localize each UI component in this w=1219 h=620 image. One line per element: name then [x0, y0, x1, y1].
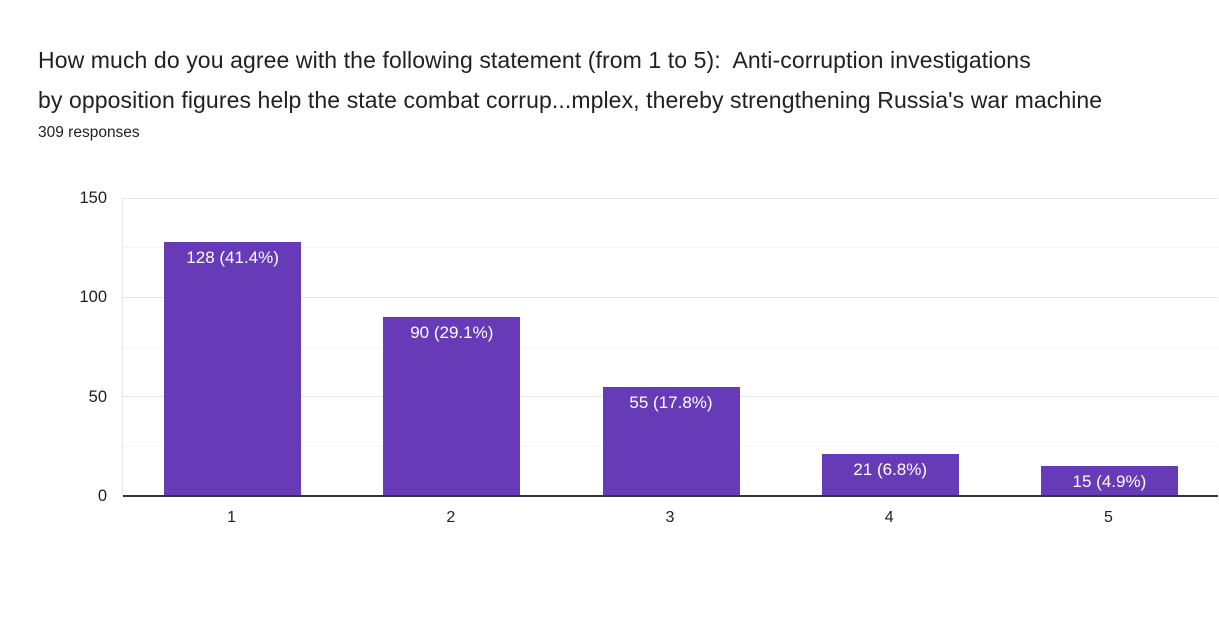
bar-value-label: 21 (6.8%) — [853, 460, 928, 480]
question-header: How much do you agree with the following… — [38, 40, 1189, 143]
bar-category-2: 90 (29.1%) — [383, 317, 521, 496]
x-tick-label: 1 — [227, 509, 237, 526]
bar-category-1: 128 (41.4%) — [164, 241, 302, 496]
plot-area: 128 (41.4%) 90 (29.1%) 55 (17.8%) 21 (6.8%)… — [122, 197, 1218, 497]
y-tick-label: 150 — [79, 189, 107, 207]
bar-category-4: 21 (6.8%) — [821, 454, 959, 496]
x-tick-label: 4 — [884, 509, 894, 526]
gridline-major — [123, 296, 1218, 298]
bar-value-label: 128 (41.4%) — [186, 247, 279, 267]
responses-count: 309 responses — [38, 124, 140, 141]
bar-category-3: 55 (17.8%) — [602, 386, 740, 496]
y-tick-label: 50 — [88, 387, 107, 406]
gridline-minor — [123, 346, 1218, 348]
x-tick-label: 5 — [1103, 509, 1113, 526]
x-tick-label: 2 — [446, 509, 456, 526]
bar-value-label: 90 (29.1%) — [410, 323, 494, 343]
gridline-minor — [123, 247, 1218, 249]
bar-value-label: 55 (17.8%) — [629, 392, 713, 412]
x-tick-label: 3 — [665, 509, 675, 526]
question-title-line-2: by opposition figures help the state com… — [38, 87, 1103, 113]
y-tick-label: 0 — [97, 487, 107, 505]
y-tick-label: 100 — [79, 288, 107, 307]
question-title-line-1: How much do you agree with the following… — [38, 47, 1031, 73]
bar-value-label: 15 (4.9%) — [1072, 472, 1147, 492]
gridline-major — [123, 197, 1218, 199]
x-axis-baseline — [123, 495, 1218, 497]
bar-category-5: 15 (4.9%) — [1040, 466, 1178, 496]
